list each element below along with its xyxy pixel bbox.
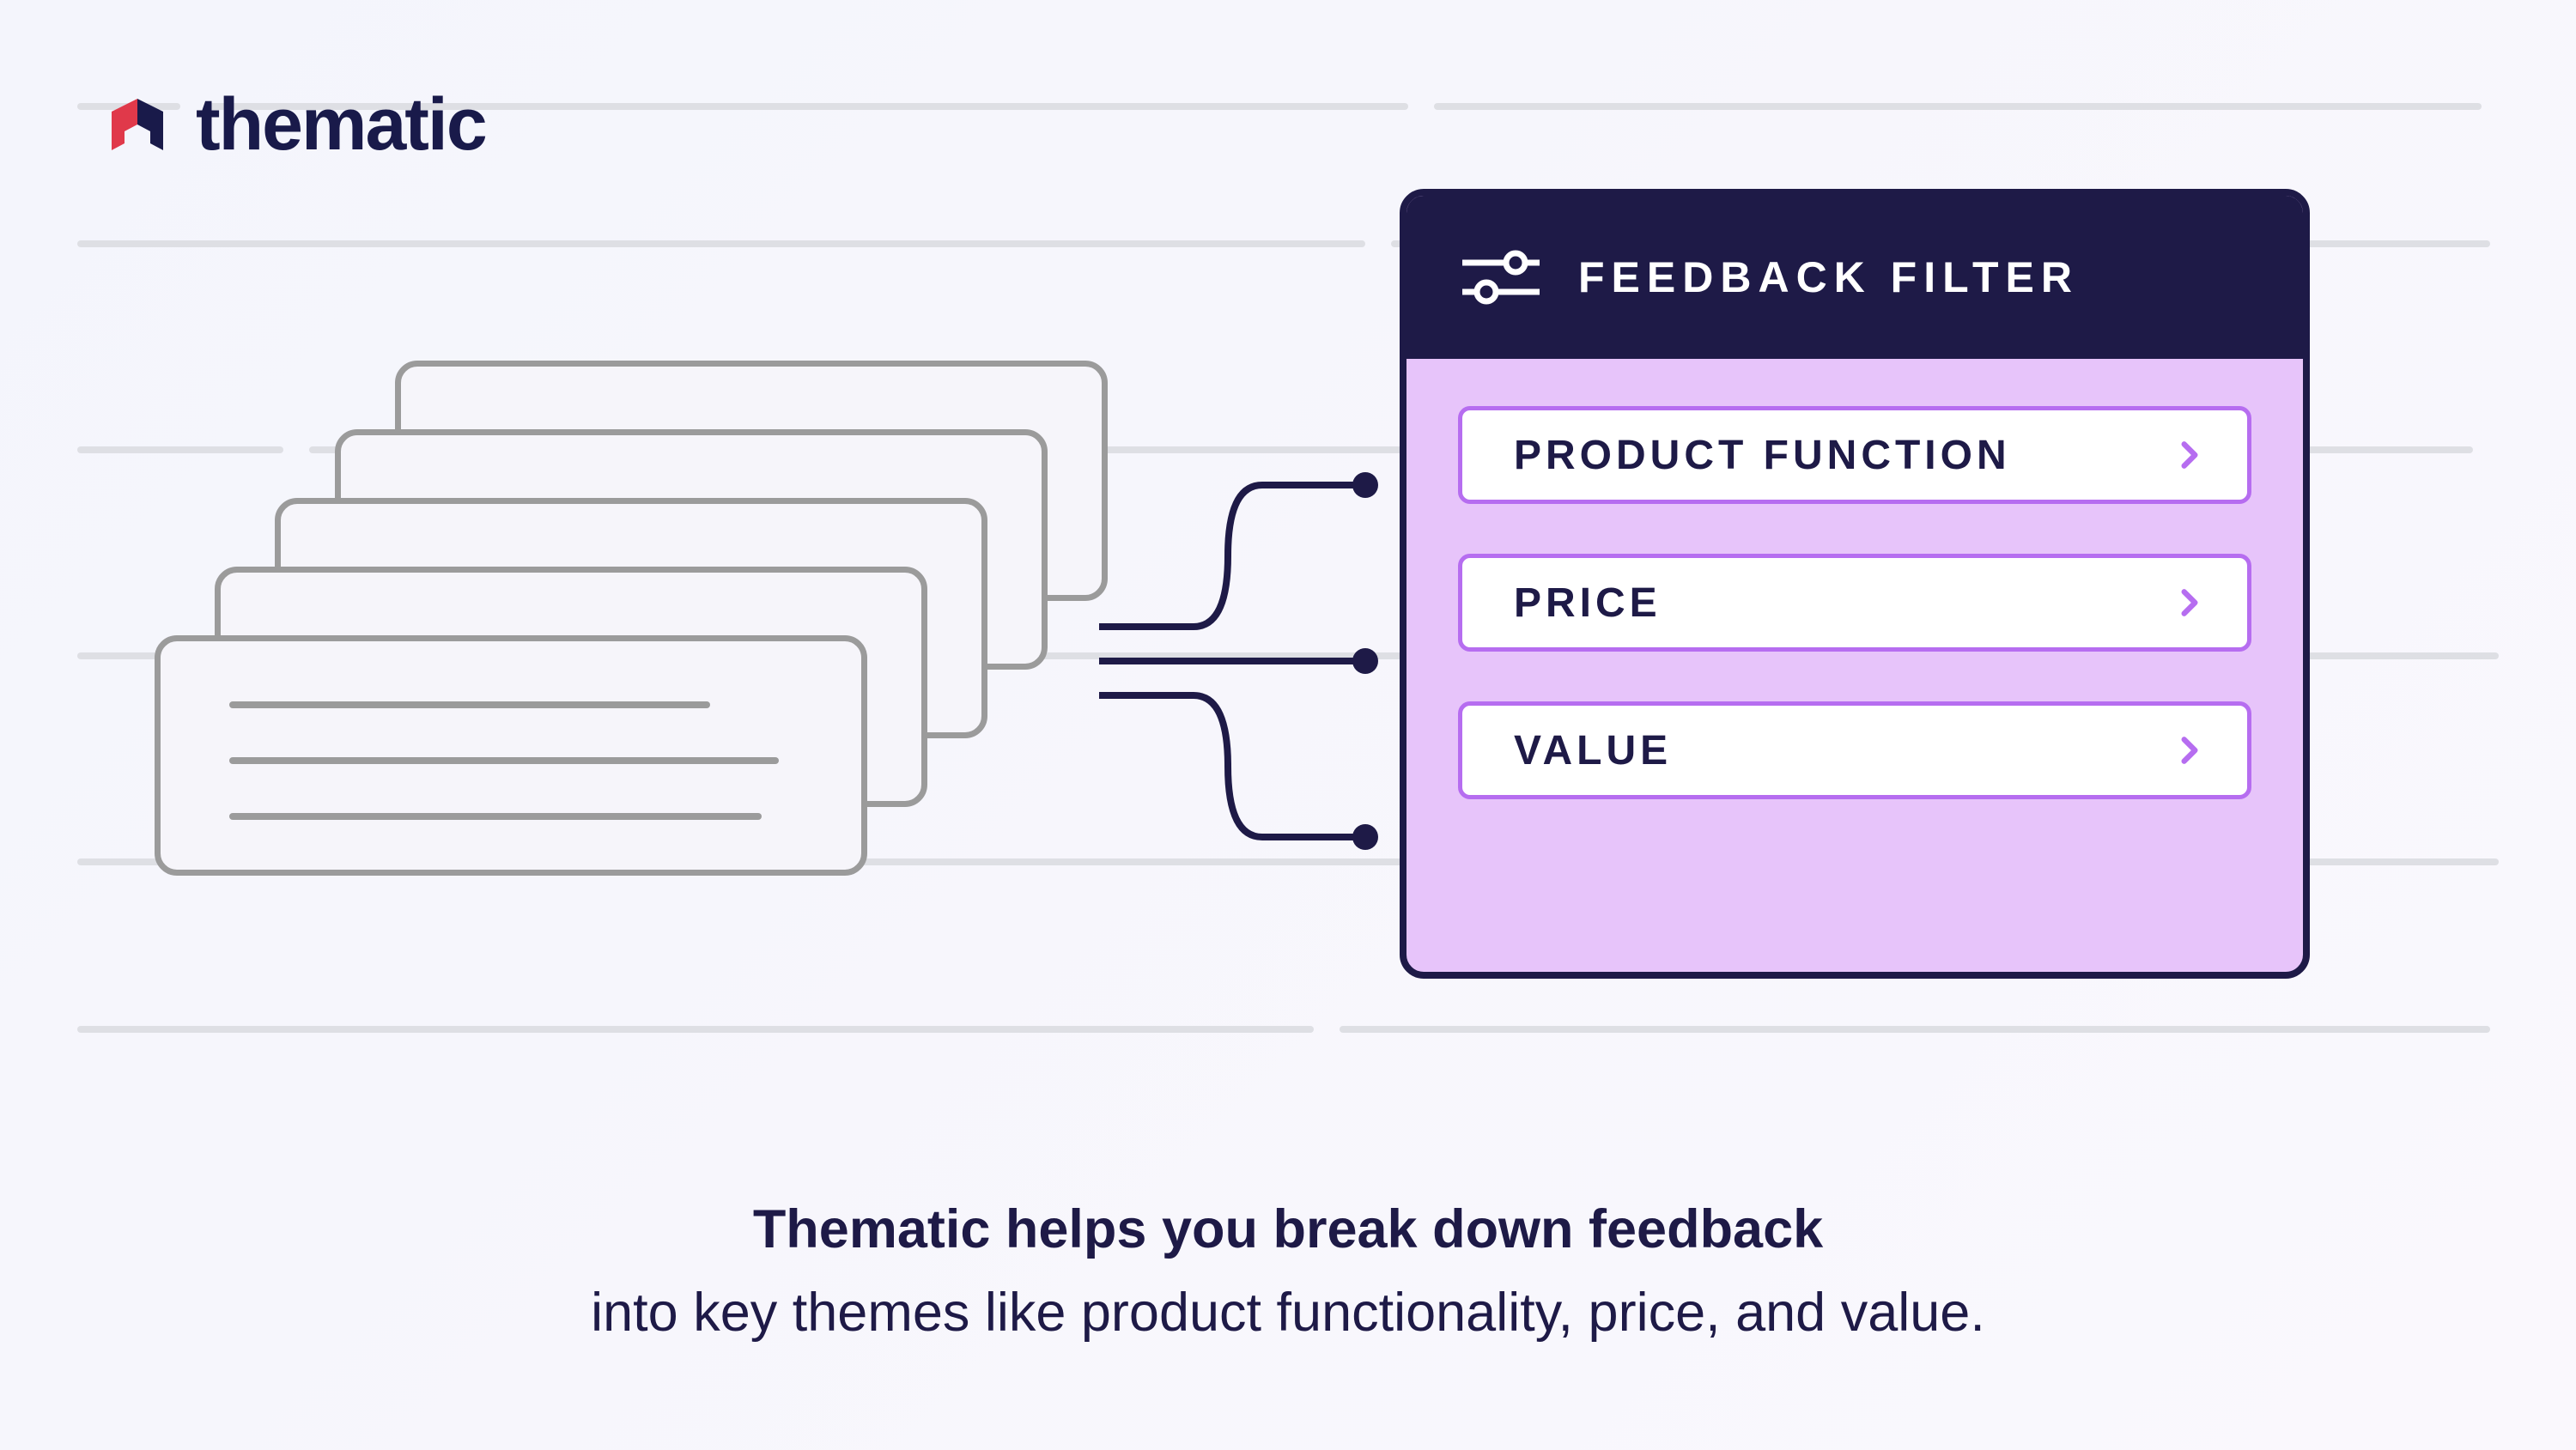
document-card (155, 635, 867, 876)
sliders-icon (1462, 247, 1540, 307)
filter-options-list: PRODUCT FUNCTION PRICE VALUE (1406, 359, 2303, 846)
feedback-filter-panel: FEEDBACK FILTER PRODUCT FUNCTION PRICE VAL… (1400, 189, 2310, 979)
brand-logo: thematic (94, 82, 486, 167)
filter-option[interactable]: VALUE (1458, 701, 2251, 799)
connector-lines (1099, 464, 1408, 858)
filter-option[interactable]: PRICE (1458, 554, 2251, 652)
documents-stack (155, 361, 1099, 962)
chevron-right-icon (2173, 439, 2206, 471)
logo-text: thematic (196, 82, 486, 167)
filter-option-label: PRICE (1514, 579, 1662, 627)
caption-line-1: Thematic helps you break down feedback (0, 1188, 2576, 1272)
filter-panel-title: FEEDBACK FILTER (1578, 252, 2079, 302)
chevron-right-icon (2173, 586, 2206, 619)
logo-icon (94, 82, 180, 167)
filter-option-label: PRODUCT FUNCTION (1514, 432, 2011, 479)
caption-line-2: into key themes like product functionali… (0, 1271, 2576, 1356)
filter-panel-header: FEEDBACK FILTER (1406, 196, 2303, 359)
filter-option-label: VALUE (1514, 727, 1672, 774)
chevron-right-icon (2173, 734, 2206, 767)
filter-option[interactable]: PRODUCT FUNCTION (1458, 406, 2251, 504)
caption-text: Thematic helps you break down feedback i… (0, 1188, 2576, 1356)
